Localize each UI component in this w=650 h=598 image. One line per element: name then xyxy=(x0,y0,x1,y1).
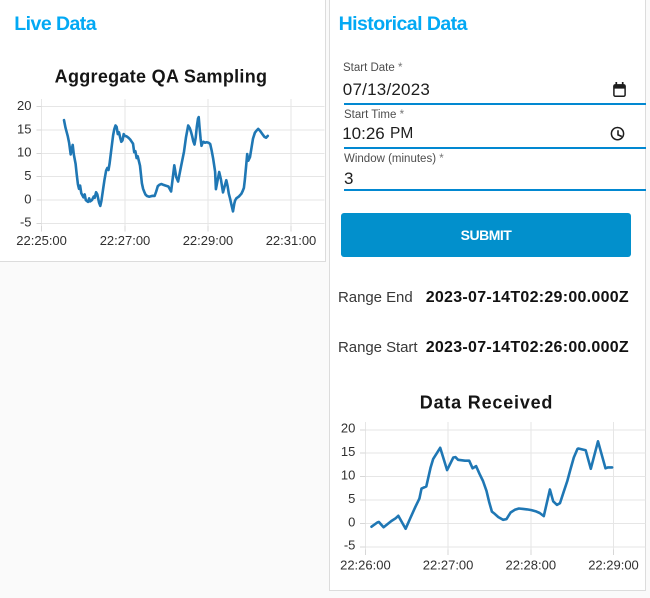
svg-text:0: 0 xyxy=(24,191,31,206)
svg-text:22:29:00: 22:29:00 xyxy=(588,558,639,573)
svg-text:10: 10 xyxy=(341,468,355,483)
svg-text:20: 20 xyxy=(341,421,355,436)
svg-text:5: 5 xyxy=(348,491,355,506)
svg-text:0: 0 xyxy=(348,514,355,529)
svg-text:-5: -5 xyxy=(20,215,32,230)
svg-text:22:31:00: 22:31:00 xyxy=(266,233,317,248)
svg-text:20: 20 xyxy=(17,98,31,113)
svg-text:15: 15 xyxy=(341,444,355,459)
svg-text:15: 15 xyxy=(17,121,31,136)
svg-text:Data Received: Data Received xyxy=(420,392,553,412)
svg-text:5: 5 xyxy=(24,168,31,183)
svg-text:10: 10 xyxy=(17,145,31,160)
svg-text:22:27:00: 22:27:00 xyxy=(100,233,151,248)
svg-text:22:28:00: 22:28:00 xyxy=(505,558,556,573)
svg-text:22:26:00: 22:26:00 xyxy=(340,558,391,573)
svg-text:22:25:00: 22:25:00 xyxy=(16,233,67,248)
svg-text:22:29:00: 22:29:00 xyxy=(183,233,234,248)
svg-text:Aggregate QA Sampling: Aggregate QA Sampling xyxy=(55,66,268,86)
svg-text:-5: -5 xyxy=(344,538,356,553)
svg-text:22:27:00: 22:27:00 xyxy=(423,558,474,573)
